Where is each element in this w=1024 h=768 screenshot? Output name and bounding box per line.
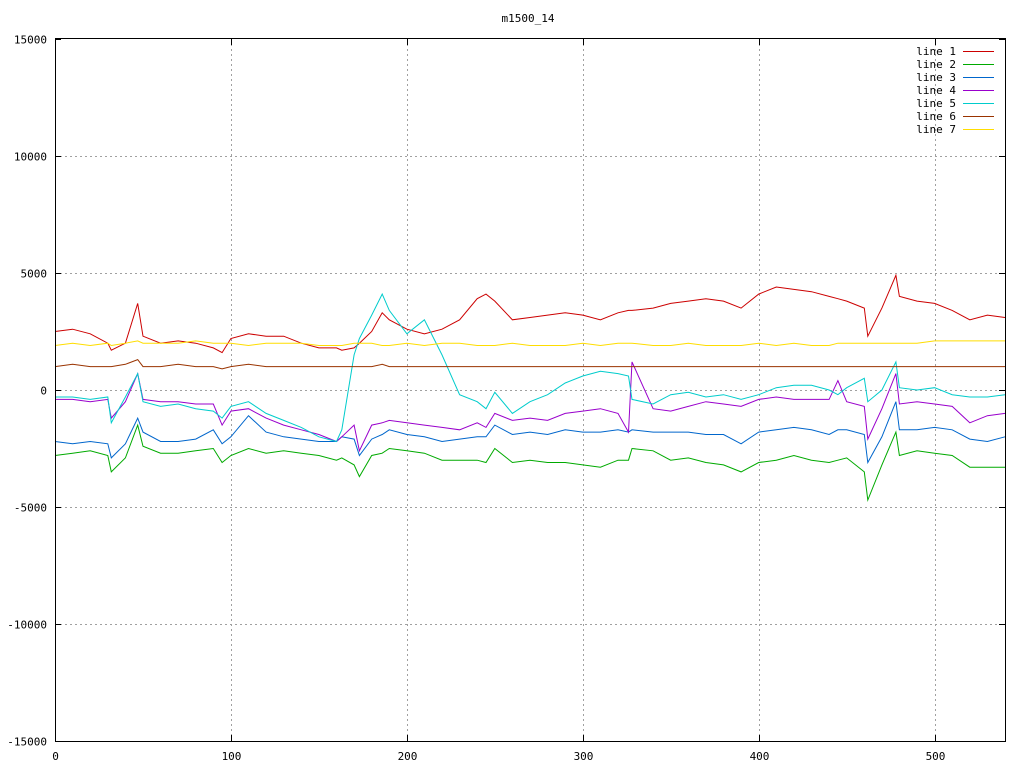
legend-label: line 1: [916, 45, 956, 58]
legend-label: line 4: [916, 84, 956, 97]
series-line-1: [54, 273, 1006, 354]
x-tick-label: 100: [222, 750, 242, 763]
x-tick-label: 400: [750, 750, 770, 763]
x-tick-label: 0: [52, 750, 59, 763]
legend-label: line 6: [916, 110, 956, 123]
legend-label: line 2: [916, 58, 956, 71]
x-tick-label: 300: [574, 750, 594, 763]
legend-label: line 5: [916, 97, 956, 110]
legend-label: line 3: [916, 71, 956, 84]
y-tick-label: 5000: [21, 268, 48, 281]
x-tick-label: 200: [398, 750, 418, 763]
series-line-6: [54, 358, 1005, 370]
x-tick-label: 500: [926, 750, 946, 763]
series-line-4: [55, 361, 1006, 453]
series-line-7: [54, 340, 1005, 347]
series-line-3: [54, 401, 1006, 465]
series-lines: [54, 273, 1006, 502]
series-line-5: [55, 292, 1006, 443]
y-tick-label: 10000: [14, 151, 47, 164]
axes-ticks: 0 100 200 300 400 500 -15000 -10000 -5000 0 5000 10…: [7, 34, 1005, 763]
legend-label: line 7: [916, 123, 956, 136]
y-tick-label: -15000: [7, 736, 47, 749]
y-tick-label: 0: [40, 385, 47, 398]
y-tick-label: -10000: [7, 619, 47, 632]
y-tick-label: -5000: [14, 502, 47, 515]
y-tick-label: 15000: [14, 34, 47, 47]
grid: [55, 39, 1005, 741]
chart-title: m1500_14: [502, 12, 555, 25]
series-line-2: [54, 423, 1005, 502]
